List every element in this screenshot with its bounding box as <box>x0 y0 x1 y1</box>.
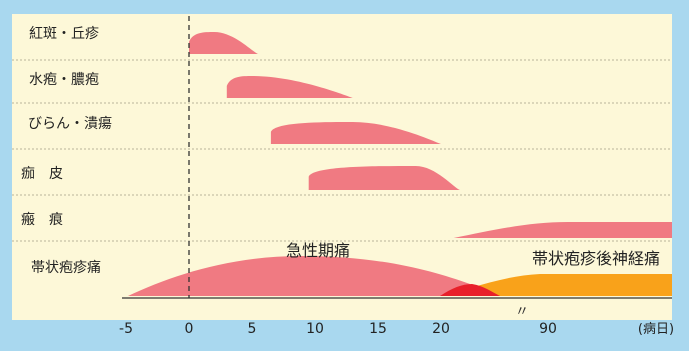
lesion-area <box>270 122 441 144</box>
lesion-areas <box>189 32 672 238</box>
row-label: 痂 皮 <box>21 166 63 182</box>
lesion-area <box>453 222 672 238</box>
postherpetic-neuralgia-area <box>436 274 672 296</box>
x-tick-label: 0 <box>185 321 194 337</box>
axis-break-mark: 〃 <box>515 304 529 320</box>
postherpetic-neuralgia-label: 帯状疱疹後神経痛 <box>532 249 660 268</box>
row-label: 水疱・膿疱 <box>29 72 99 88</box>
lesion-area <box>226 76 353 98</box>
acute-pain-label: 急性期痛 <box>286 241 350 260</box>
lesion-area <box>189 32 259 54</box>
pain-areas <box>128 256 672 296</box>
overlap-area <box>440 284 500 296</box>
x-tick-label: 90 <box>539 321 557 337</box>
row-label: びらん・潰瘍 <box>28 115 112 132</box>
x-tick-label: -5 <box>119 321 133 337</box>
x-ticks: -5 0 5 10 15 20 90 <box>119 321 557 337</box>
row-label: 瘢 痕 <box>21 211 63 228</box>
x-tick-label: 10 <box>306 321 324 337</box>
lesion-area <box>308 166 460 190</box>
x-tick-label: 15 <box>369 321 387 337</box>
acute-pain-area <box>128 256 496 296</box>
row-label: 帯状疱疹痛 <box>31 259 101 276</box>
row-label: 紅斑・丘疹 <box>29 26 99 42</box>
x-tick-label: 5 <box>248 321 257 337</box>
x-tick-label: 20 <box>432 321 450 337</box>
x-unit-label: (病日) <box>638 322 674 337</box>
